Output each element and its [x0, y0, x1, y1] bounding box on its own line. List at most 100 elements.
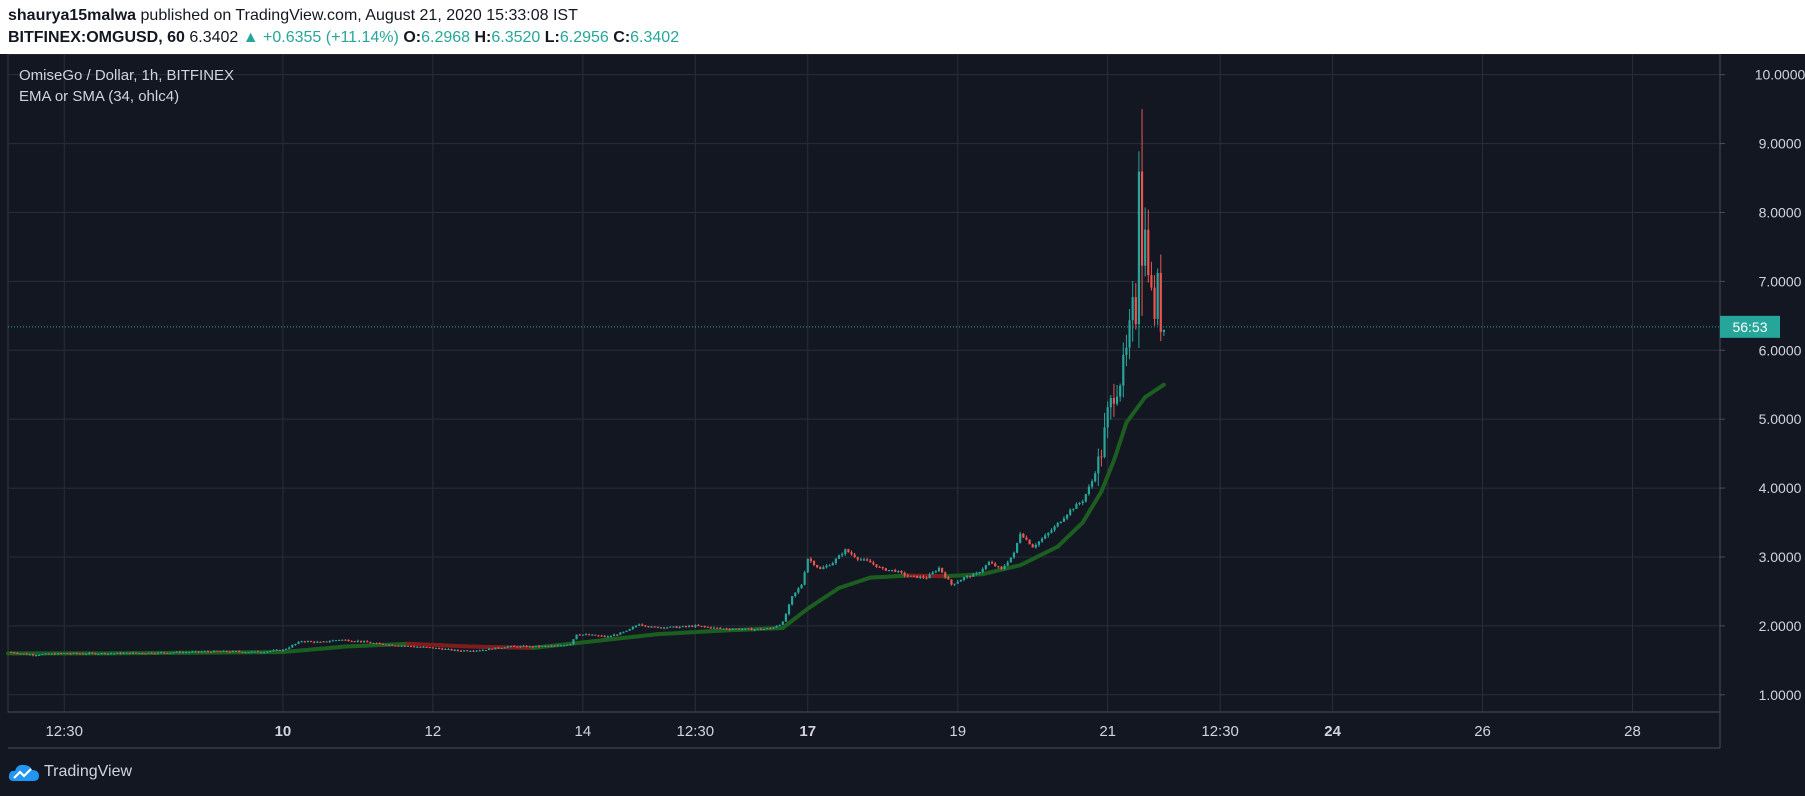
- candle-body: [972, 573, 975, 577]
- candle-body: [903, 572, 906, 576]
- candle-body: [269, 651, 272, 653]
- candle-body: [184, 652, 188, 654]
- candle-body: [822, 567, 825, 570]
- candle-body: [928, 574, 931, 579]
- candle-body: [484, 650, 488, 652]
- candle-body: [500, 647, 503, 649]
- candle-body: [541, 645, 544, 647]
- candle-body: [413, 646, 416, 648]
- candle-body: [153, 653, 156, 655]
- candle-body: [681, 626, 684, 628]
- candle-body: [328, 641, 331, 643]
- candle-body: [1044, 535, 1047, 539]
- candle-body: [147, 652, 150, 654]
- candle-body: [400, 645, 403, 647]
- candle-body: [19, 653, 22, 655]
- candle-body: [85, 653, 88, 655]
- candle-body: [441, 648, 444, 650]
- candle-body: [725, 628, 728, 630]
- candle-body: [131, 652, 135, 654]
- candle-body: [937, 567, 941, 572]
- candle-body: [747, 628, 750, 630]
- candle-body: [666, 627, 669, 629]
- candle-body: [753, 629, 756, 631]
- candle-body: [737, 628, 741, 630]
- chart-legend-title[interactable]: OmiseGo / Dollar, 1h, BITFINEX: [19, 67, 235, 84]
- candle-body: [513, 645, 516, 647]
- candle-body: [1087, 486, 1091, 495]
- candle-body: [769, 628, 772, 630]
- candle-body: [291, 645, 294, 648]
- candle-body: [284, 648, 288, 650]
- candle-body: [397, 645, 400, 647]
- candle-body: [428, 647, 431, 649]
- candle-body: [622, 631, 625, 633]
- candle-body: [616, 634, 619, 636]
- candle-body: [997, 566, 1000, 568]
- plot-frame: [7, 54, 1721, 713]
- candle-body: [647, 626, 650, 628]
- candle-body: [597, 635, 600, 637]
- candle-body: [553, 645, 556, 647]
- candle-body: [47, 653, 50, 655]
- author-name[interactable]: shaurya15malwa: [8, 7, 137, 24]
- candle-body: [728, 629, 731, 631]
- candle-body: [547, 645, 550, 647]
- change-up-icon: ▲: [242, 29, 259, 46]
- tradingview-logo[interactable]: TradingView: [8, 760, 132, 784]
- candle-body: [1078, 502, 1081, 504]
- candle-body: [1072, 508, 1075, 510]
- candle-body: [463, 650, 466, 652]
- candle-body: [497, 647, 500, 649]
- candle-body: [369, 642, 372, 644]
- price-chart[interactable]: 1.0000 2.0000 3.0000 4.0000 5.0000 6.0000 7.00…: [0, 54, 1805, 796]
- candle-body: [138, 653, 141, 655]
- candle-body: [756, 628, 759, 630]
- candle-body: [375, 643, 378, 645]
- y-tick-label: 9.0000: [1759, 136, 1802, 152]
- candle-body: [488, 648, 491, 651]
- candle-body: [700, 625, 703, 627]
- candle-body: [1065, 514, 1069, 519]
- candle-body: [266, 651, 269, 653]
- candle-body: [981, 568, 984, 573]
- candle-body: [94, 653, 97, 655]
- candle-body: [719, 627, 722, 629]
- low-label: L:: [544, 29, 560, 46]
- x-tick-label: 12:30: [1201, 723, 1239, 740]
- candle-body: [544, 645, 547, 647]
- candle-body: [259, 652, 263, 654]
- candle-body: [53, 653, 56, 655]
- candle-body: [975, 573, 978, 575]
- candle-body: [581, 634, 584, 636]
- indicator-legend[interactable]: EMA or SMA (34, ohlc4): [19, 88, 180, 105]
- candle-body: [841, 554, 844, 556]
- candle-body: [150, 652, 153, 654]
- candle-body: [378, 643, 381, 645]
- candle-body: [906, 575, 909, 577]
- candle-body: [797, 588, 800, 593]
- candle-body: [156, 652, 160, 654]
- candle-body: [459, 650, 463, 652]
- candle-body: [313, 641, 316, 643]
- candle-body: [1140, 171, 1144, 266]
- price-change: +0.6355 (+11.14%): [263, 29, 399, 46]
- candle-body: [206, 651, 210, 653]
- candle-body: [1081, 501, 1084, 503]
- last-price: 6.3402: [189, 29, 239, 46]
- candle-body: [734, 628, 738, 630]
- candle-body: [1159, 272, 1162, 332]
- close-value: 6.3402: [630, 29, 680, 46]
- candle-body: [606, 636, 609, 638]
- candle-body: [744, 628, 747, 630]
- candle-body: [844, 549, 847, 555]
- candle-body: [953, 583, 956, 585]
- candle-body: [1009, 557, 1012, 563]
- candle-body: [750, 628, 753, 631]
- candle-body: [1084, 494, 1087, 502]
- candle-body: [856, 557, 859, 560]
- candle-body: [916, 575, 919, 578]
- candlestick-series: [10, 109, 1166, 657]
- candle-body: [791, 596, 794, 605]
- y-tick-label: 10.0000: [1755, 67, 1805, 83]
